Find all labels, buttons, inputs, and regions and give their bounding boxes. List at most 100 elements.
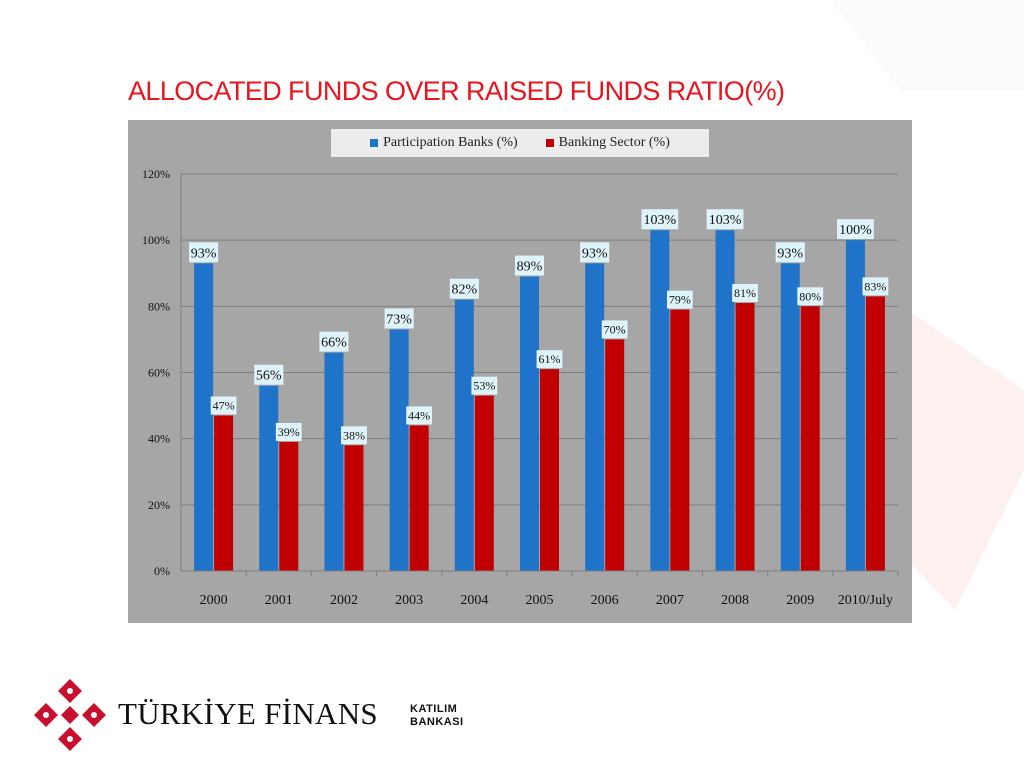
bar-participation — [845, 240, 865, 571]
bar-participation — [780, 263, 800, 571]
data-label-box — [275, 422, 302, 441]
data-label-box — [384, 308, 414, 329]
y-tick-label: 20% — [148, 498, 170, 512]
data-label-sector: 38% — [343, 428, 365, 442]
data-label-box — [837, 219, 874, 240]
data-label-participation: 73% — [386, 312, 412, 327]
data-label-participation: 66% — [321, 336, 347, 351]
y-tick-label: 80% — [148, 299, 170, 313]
data-label-sector: 83% — [864, 279, 886, 293]
x-category-label: 2006 — [591, 593, 619, 608]
y-tick-label: 100% — [142, 233, 170, 247]
brand-subtitle-line1: KATILIM — [410, 703, 458, 715]
data-label-participation: 93% — [191, 246, 217, 261]
y-tick-label: 40% — [148, 432, 170, 446]
data-label-box — [666, 290, 693, 309]
x-category-label: 2003 — [395, 593, 423, 608]
bar-sector — [540, 369, 559, 571]
x-category-label: 2001 — [265, 593, 293, 608]
bar-participation — [585, 263, 605, 571]
turkiye-finans-flower-logo-icon — [34, 679, 106, 751]
data-label-box — [471, 376, 498, 395]
data-label-box — [732, 284, 758, 303]
data-label-box — [775, 242, 805, 263]
data-label-sector: 70% — [604, 322, 626, 336]
data-label-box — [706, 209, 744, 230]
legend-swatch-sector — [545, 139, 554, 147]
bar-participation — [324, 352, 344, 571]
legend-item-sector: Banking Sector (%) — [545, 135, 670, 151]
x-category-label: 2000 — [200, 593, 228, 608]
legend-swatch-participation — [370, 139, 379, 147]
data-label-box — [254, 364, 284, 385]
data-label-box — [406, 406, 433, 425]
bar-participation — [389, 329, 409, 571]
data-label-participation: 93% — [777, 246, 803, 261]
x-category-label: 2005 — [526, 593, 554, 608]
bar-sector — [409, 425, 429, 571]
y-tick-label: 0% — [154, 564, 170, 578]
y-tick-label: 120% — [142, 167, 170, 181]
data-label-box — [449, 278, 479, 299]
data-label-sector: 53% — [473, 379, 495, 393]
chart-legend: Participation Banks (%) Banking Sector (… — [331, 129, 709, 157]
data-label-sector: 81% — [734, 286, 756, 300]
bar-sector — [865, 296, 885, 571]
data-label-sector: 44% — [408, 408, 430, 422]
data-label-sector: 79% — [669, 293, 691, 307]
data-label-sector: 80% — [799, 289, 821, 303]
brand-subtitle-line2: BANKASI — [410, 716, 464, 728]
page-title: ALLOCATED FUNDS OVER RAISED FUNDS RATIO(… — [128, 76, 785, 106]
data-label-box — [797, 287, 824, 306]
data-label-box — [189, 242, 219, 263]
x-category-label: 2007 — [656, 593, 684, 608]
bar-participation — [650, 230, 670, 571]
bar-sector — [735, 303, 755, 571]
chart-plot: 0% 20% 40% 60% 80% 100% 120% 93% 47% 2000 56% 39% 20… — [142, 167, 899, 608]
bar-sector — [800, 306, 820, 571]
brand-subtitle: KATILIM BANKASI — [410, 703, 464, 729]
data-label-box — [862, 277, 889, 296]
data-label-sector: 61% — [539, 352, 561, 366]
x-category-label: 2010/July — [838, 593, 893, 608]
bar-chart: 0% 20% 40% 60% 80% 100% 120% 93% 47% 2000 56% 39% 20… — [128, 120, 912, 623]
data-label-participation: 56% — [256, 369, 282, 384]
data-label-participation: 103% — [644, 213, 677, 228]
data-label-box — [580, 242, 610, 263]
data-label-sector: 39% — [278, 425, 300, 439]
bar-sector — [279, 441, 299, 571]
bar-participation — [454, 299, 474, 571]
data-label-participation: 100% — [839, 223, 872, 238]
bar-participation — [194, 263, 214, 571]
x-category-label: 2004 — [460, 593, 488, 608]
y-tick-label: 60% — [148, 366, 170, 380]
company-logo: TÜRKİYE FİNANS KATILIM BANKASI — [34, 679, 474, 751]
bar-sector — [214, 415, 234, 571]
legend-label-participation: Participation Banks (%) — [383, 135, 518, 150]
data-label-box — [536, 350, 563, 369]
bar-participation — [520, 276, 539, 571]
data-label-box — [319, 331, 349, 352]
data-label-participation: 103% — [709, 213, 742, 228]
data-label-box — [341, 426, 367, 445]
data-label-sector: 47% — [213, 399, 235, 413]
bar-sector — [474, 395, 494, 571]
bar-sector — [344, 445, 364, 571]
brand-name: TÜRKİYE FİNANS — [118, 696, 378, 731]
data-label-box — [210, 396, 237, 415]
x-category-label: 2002 — [330, 593, 358, 608]
data-label-box — [514, 255, 545, 276]
x-category-label: 2008 — [721, 593, 749, 608]
legend-label-sector: Banking Sector (%) — [558, 135, 670, 150]
bar-sector — [670, 309, 690, 571]
bar-participation — [715, 230, 735, 571]
data-label-box — [641, 209, 679, 230]
x-category-label: 2009 — [786, 593, 814, 608]
data-label-participation: 82% — [451, 283, 477, 298]
legend-item-participation: Participation Banks (%) — [370, 135, 518, 151]
data-label-participation: 93% — [582, 246, 608, 261]
bar-sector — [605, 339, 625, 571]
data-label-box — [601, 320, 628, 339]
bar-participation — [259, 385, 279, 571]
data-label-participation: 89% — [517, 260, 543, 275]
